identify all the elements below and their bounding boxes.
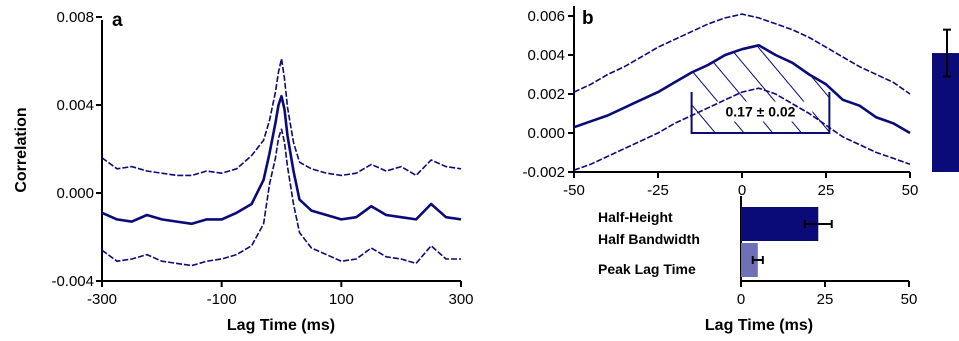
panel-b-x-tick-label: 50 (902, 182, 919, 199)
panel-b-x-tick-label: -25 (647, 182, 669, 199)
panel-a-y-tick-label: -0.004 (51, 273, 94, 290)
panel-d (932, 28, 959, 172)
panel-c-x-tick-label: 25 (817, 291, 834, 308)
panel-c: Half-Height Half Bandwidth Peak Lag Time 0… (598, 196, 917, 334)
panel-c-category-label: Half-Height (598, 209, 673, 225)
panel-b-hatched-label: 0.17 ± 0.02 (725, 104, 795, 120)
panel-b-series-dashed-lower (574, 87, 911, 171)
panel-a-y-tick-label: 0.008 (56, 9, 94, 26)
panel-a-series-dashed-upper (101, 57, 462, 177)
panel-b-x-tick-label: -50 (563, 182, 585, 199)
panel-a-series-dashed-lower (101, 128, 461, 267)
panel-b-y-tick-label: 0.006 (527, 8, 565, 25)
panel-c-category-label: Half Bandwidth (598, 231, 700, 247)
panel-b-x-tick-label: 0 (738, 182, 746, 199)
panel-b: b -50 -25 0 25 50-0.0020.0000.0020.0040.006 … (522, 6, 918, 199)
panel-d-bar (932, 53, 959, 172)
panel-c-xlabel: Lag Time (ms) (705, 317, 813, 334)
panel-b-y-tick-label: 0.000 (527, 125, 565, 142)
panel-a-x-tick-label: -100 (207, 291, 237, 308)
panel-b-y-tick-label: -0.002 (522, 164, 565, 181)
panel-b-x-tick-label: 25 (818, 182, 835, 199)
panel-b-series-dashed-upper (574, 13, 911, 95)
panel-a-x-tick-label: -300 (87, 291, 117, 308)
panel-a-x-tick-label: 300 (448, 291, 473, 308)
panel-a-xlabel: Lag Time (ms) (227, 317, 335, 334)
panel-b-y-tick-label: 0.002 (527, 86, 565, 103)
panel-a-x-tick-label: 100 (329, 291, 354, 308)
panel-c-bar (741, 243, 758, 277)
panel-c-category-label: Peak Lag Time (598, 261, 696, 277)
panel-b-label: b (582, 8, 594, 29)
panel-a-series-solid-mean (101, 94, 462, 226)
panel-a-label: a (112, 10, 123, 31)
panel-c-x-tick-label: 50 (901, 291, 918, 308)
panel-a: a -300 -100 100 300 -0.004 0.000 0.004 0.008 La… (13, 9, 474, 334)
panel-b-series-solid-mean (574, 43, 911, 135)
panel-a-y-tick-label: 0.004 (56, 97, 94, 114)
panel-b-y-tick-label: 0.004 (527, 47, 565, 64)
panel-b-hatched-outline (690, 92, 831, 134)
panel-c-x-tick-label: 0 (737, 291, 745, 308)
panel-a-y-tick-label: 0.000 (56, 185, 94, 202)
panel-b-label-background (708, 101, 813, 122)
panel-a-ylabel: Correlation (13, 107, 30, 192)
